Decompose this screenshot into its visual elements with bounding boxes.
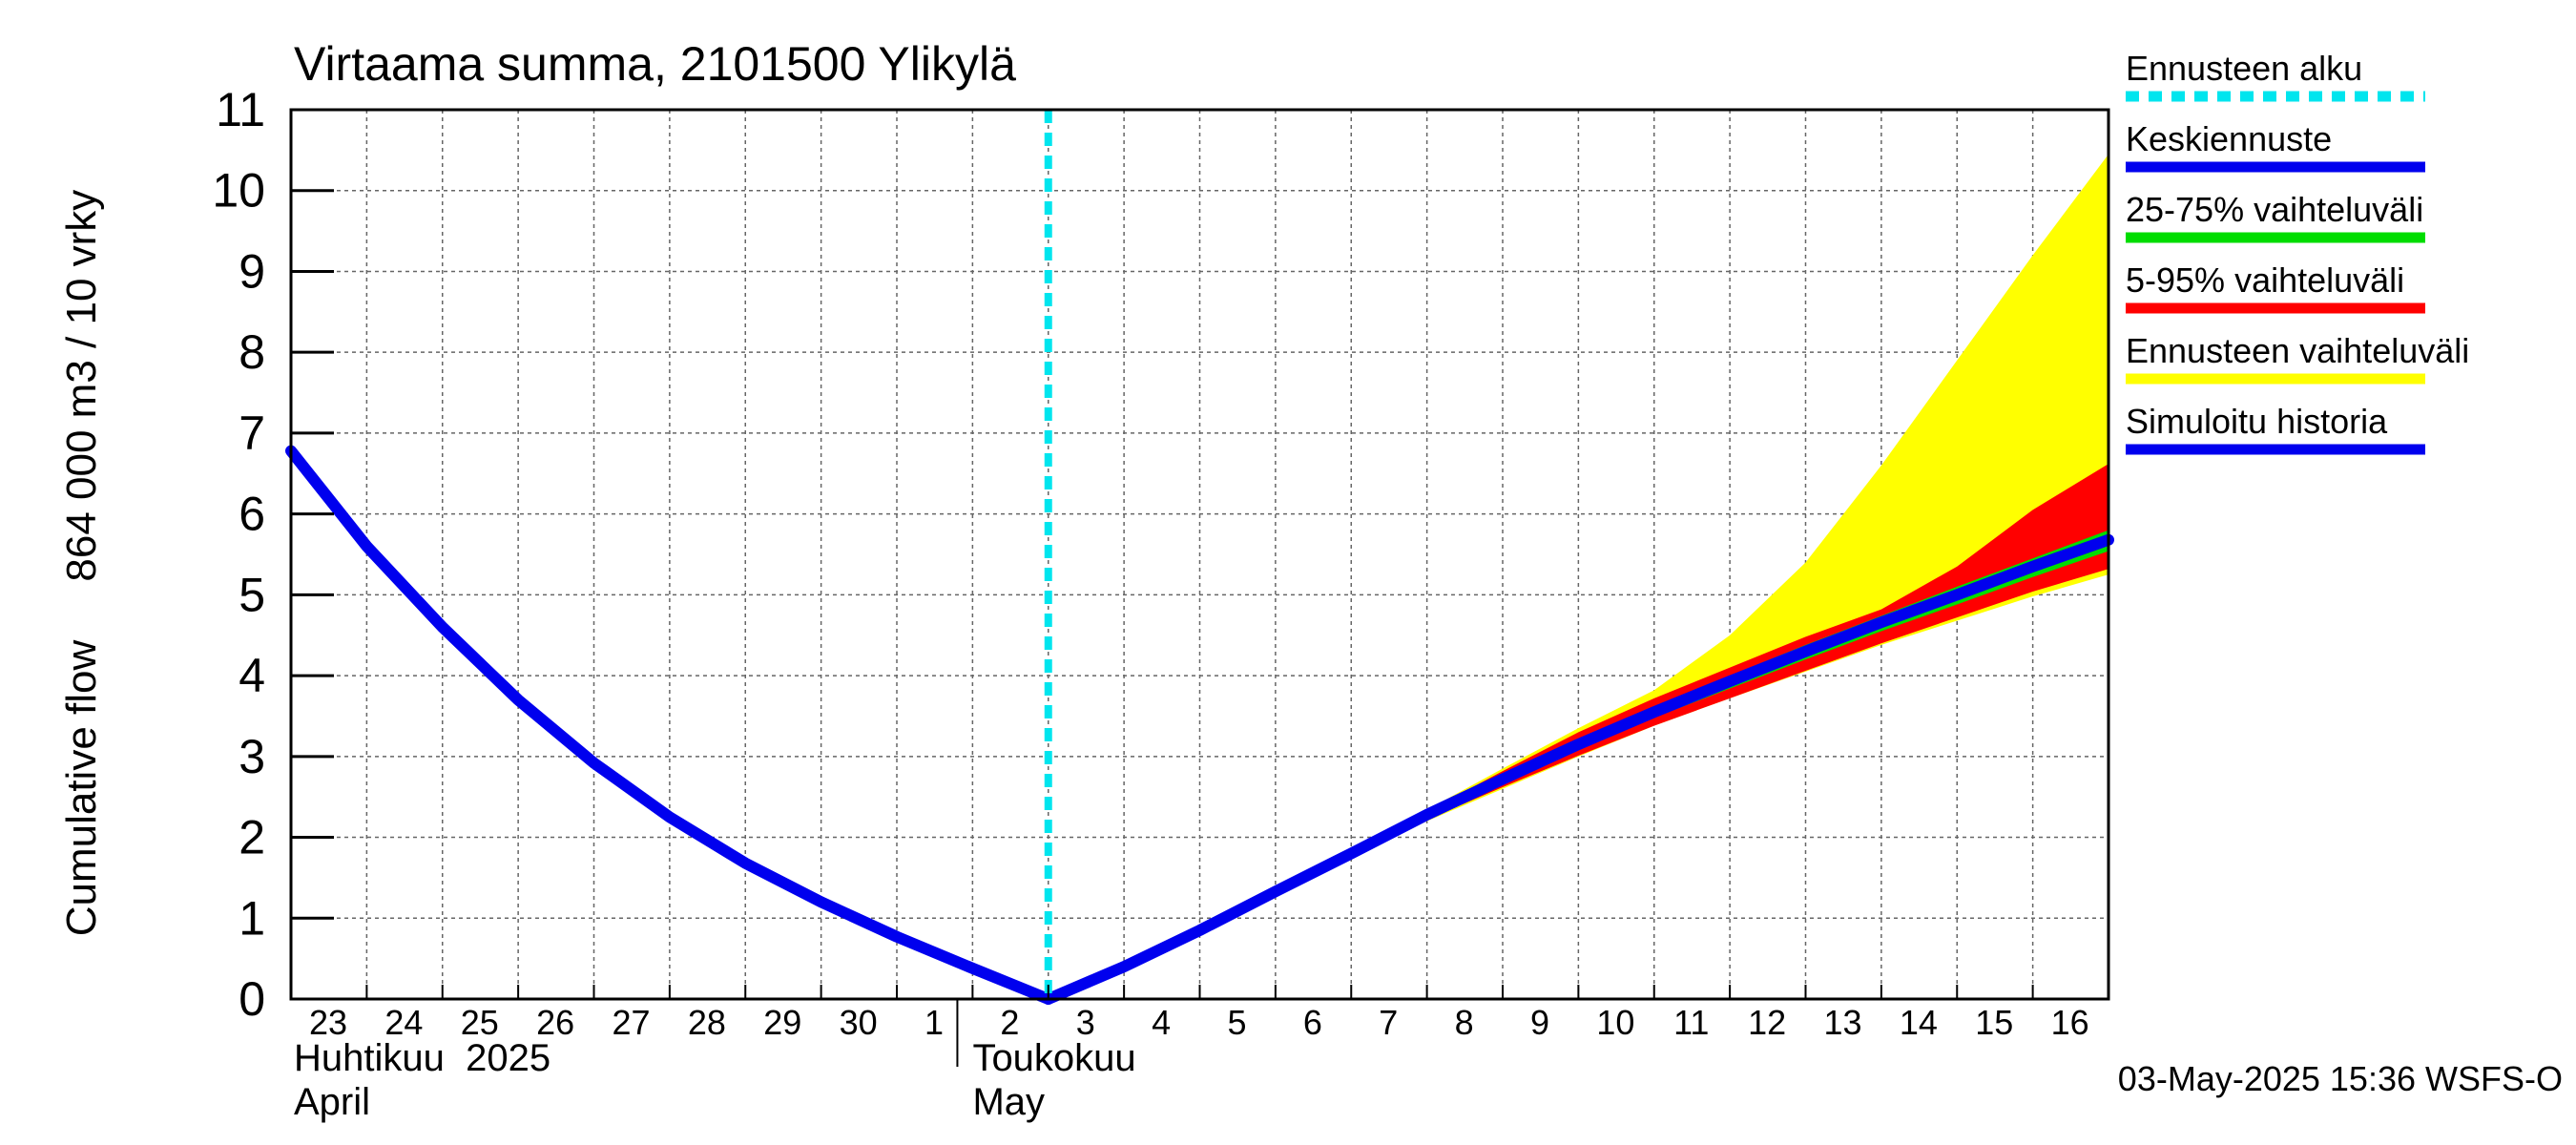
month-label-en: May xyxy=(972,1081,1045,1123)
series-simuloitu-historia xyxy=(285,445,1054,1005)
x-tick-label: 13 xyxy=(1823,1003,1861,1042)
month-label-en: April xyxy=(294,1081,370,1123)
series-keskiennuste xyxy=(1042,533,2114,1005)
y-tick-label: 5 xyxy=(239,568,265,621)
x-tick-label: 27 xyxy=(612,1003,650,1042)
legend: Ennusteen alku Keskiennuste 25-75% vaihtel… xyxy=(2126,49,2469,455)
series xyxy=(285,445,2114,1005)
x-tick-label: 8 xyxy=(1455,1003,1474,1042)
x-tick-label: 4 xyxy=(1152,1003,1171,1042)
x-tick-label: 14 xyxy=(1900,1003,1938,1042)
bands xyxy=(1351,154,2109,854)
month-label-fi: Toukokuu xyxy=(972,1037,1135,1079)
x-tick-label: 11 xyxy=(1673,1003,1709,1042)
band-ennusteen-vaihteluv-li xyxy=(1351,154,2109,854)
y-tick-label: 6 xyxy=(239,488,265,541)
x-tick-label: 3 xyxy=(1076,1003,1095,1042)
y-tick-label: 4 xyxy=(239,649,265,702)
y-tick-label: 0 xyxy=(239,972,265,1026)
month-label-fi: Huhtikuu 2025 xyxy=(294,1037,551,1079)
x-tick-label: 16 xyxy=(2051,1003,2089,1042)
x-tick-label: 15 xyxy=(1975,1003,2013,1042)
y-axis-ticks: 0 1 2 3 4 5 6 7 8 9 10 11 xyxy=(212,83,334,1026)
x-tick-label: 7 xyxy=(1379,1003,1398,1042)
x-tick-label: 1 xyxy=(924,1003,944,1042)
x-tick-label: 23 xyxy=(309,1003,347,1042)
x-tick-label: 25 xyxy=(461,1003,499,1042)
legend-label: Ennusteen vaihteluväli xyxy=(2126,331,2469,370)
x-tick-label: 24 xyxy=(384,1003,423,1042)
x-axis-ticks: 23 24 25 26 27 28 29 30 1 2 3 4 5 6 7 8 9 10 11 12 13 14 15 16 xyxy=(290,985,2089,1042)
x-tick-label: 12 xyxy=(1748,1003,1786,1042)
y-tick-label: 8 xyxy=(239,325,265,379)
y-tick-label: 10 xyxy=(212,164,265,218)
y-tick-label: 1 xyxy=(239,891,265,945)
legend-label: Keskiennuste xyxy=(2126,119,2332,158)
y-tick-label: 11 xyxy=(216,83,265,136)
x-tick-label: 6 xyxy=(1303,1003,1322,1042)
x-tick-label: 29 xyxy=(763,1003,801,1042)
legend-label: Simuloitu historia xyxy=(2126,402,2388,441)
y-axis-label: Cumulative flow 864 000 m3 / 10 vrky xyxy=(58,190,105,937)
y-tick-label: 7 xyxy=(239,406,265,460)
footer-timestamp: 03-May-2025 15:36 WSFS-O xyxy=(2118,1059,2563,1098)
x-tick-label: 28 xyxy=(688,1003,726,1042)
legend-label: Ennusteen alku xyxy=(2126,49,2362,88)
x-tick-label: 10 xyxy=(1596,1003,1634,1042)
y-tick-label: 9 xyxy=(239,244,265,298)
x-tick-label: 5 xyxy=(1227,1003,1246,1042)
legend-label: 25-75% vaihteluväli xyxy=(2126,190,2423,229)
chart-title: Virtaama summa, 2101500 Ylikylä xyxy=(294,37,1016,91)
y-tick-label: 2 xyxy=(239,811,265,864)
y-tick-label: 3 xyxy=(239,730,265,783)
x-tick-label: 2 xyxy=(1000,1003,1019,1042)
legend-label: 5-95% vaihteluväli xyxy=(2126,260,2404,300)
x-tick-label: 30 xyxy=(840,1003,878,1042)
x-tick-label: 26 xyxy=(536,1003,574,1042)
x-tick-label: 9 xyxy=(1530,1003,1549,1042)
